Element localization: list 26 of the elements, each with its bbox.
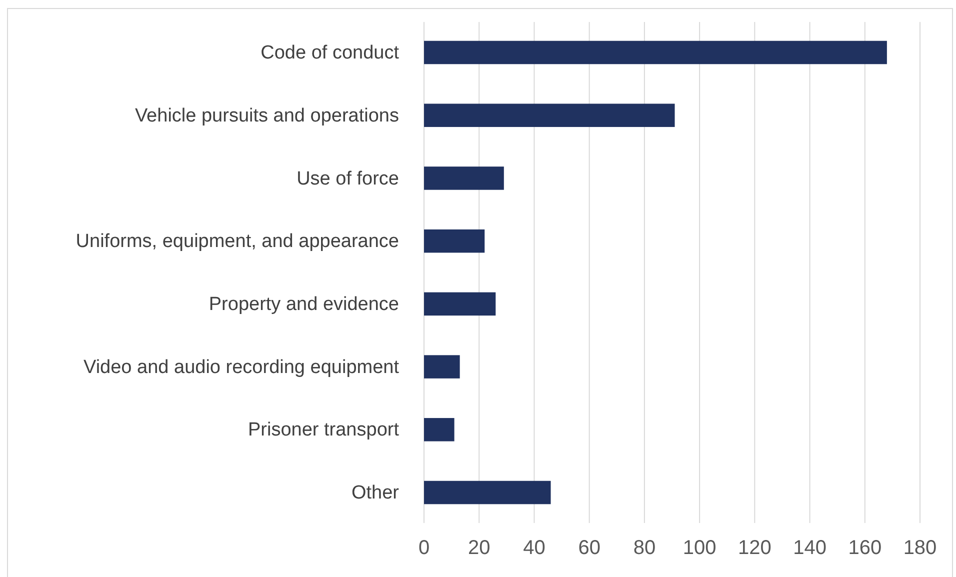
x-tick-label: 100 — [682, 537, 716, 559]
y-tick-label: Property and evidence — [208, 294, 399, 316]
bar — [424, 40, 887, 64]
y-tick-label: Video and audio recording equipment — [84, 356, 400, 378]
bar — [424, 355, 460, 378]
bar — [424, 166, 504, 190]
y-tick-label: Other — [351, 482, 400, 504]
y-tick-label: Uniforms, equipment, and appearance — [76, 231, 399, 252]
bar — [424, 418, 454, 442]
bar — [424, 292, 496, 316]
y-tick-label: Prisoner transport — [248, 420, 400, 441]
x-tick-label: 120 — [738, 537, 772, 559]
bar — [424, 229, 485, 253]
x-tick-label: 20 — [468, 537, 490, 559]
bar — [424, 104, 675, 127]
y-tick-label: Vehicle pursuits and operations — [134, 105, 399, 126]
x-tick-label: 0 — [418, 537, 430, 559]
x-tick-label: 60 — [578, 537, 600, 559]
x-tick-label: 40 — [523, 537, 546, 559]
bar — [424, 480, 551, 504]
x-tick-label: 180 — [903, 537, 937, 559]
y-tick-label: Use of force — [296, 168, 399, 190]
x-tick-label: 160 — [848, 537, 882, 559]
x-tick-label: 140 — [793, 537, 826, 559]
y-tick-label: Code of conduct — [260, 42, 400, 64]
x-tick-label: 80 — [633, 537, 656, 559]
